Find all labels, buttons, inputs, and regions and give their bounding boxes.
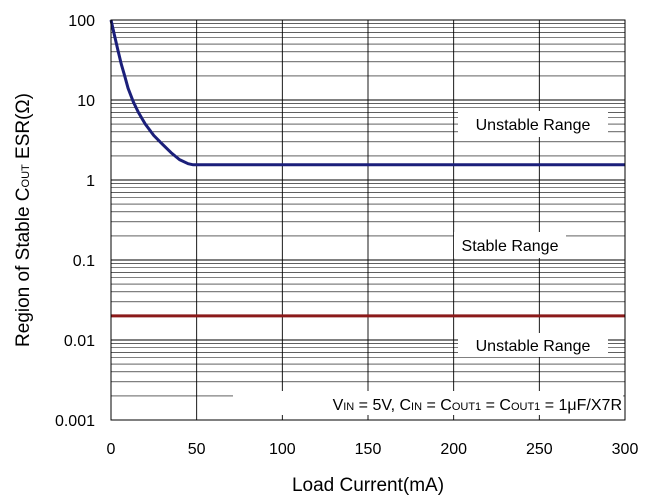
major-gridlines: [110, 19, 626, 421]
y-tick-label: 1: [86, 173, 95, 190]
x-tick-label: 50: [188, 441, 206, 458]
annotation-unstable-upper: Unstable Range: [476, 117, 591, 134]
y-tick-labels: 0.001 0.01 0.1 1 10 100: [55, 13, 95, 430]
y-tick-label: 0.001: [55, 413, 95, 430]
annotation-unstable-lower: Unstable Range: [476, 338, 591, 355]
condition-text: = C: [422, 397, 452, 414]
annotation-upper-background: [458, 111, 608, 137]
y-tick-label: 0.01: [64, 333, 95, 350]
annotation-lower-background: [458, 333, 608, 357]
x-tick-labels: 0 50 100 150 200 250 300: [107, 441, 639, 458]
y-tick-label: 100: [68, 13, 95, 30]
condition-subscript: OUT1: [452, 401, 481, 413]
condition-text: = 5V, C: [354, 397, 411, 414]
y-tick-label: 10: [77, 93, 95, 110]
x-tick-label: 300: [612, 441, 639, 458]
x-tick-label: 150: [355, 441, 382, 458]
condition-text: = C: [481, 397, 511, 414]
series-layer: [109, 19, 625, 318]
condition-subscript: OUT1: [511, 401, 540, 413]
annotation-middle-background: [454, 232, 566, 258]
condition-subscript: IN: [411, 401, 422, 413]
condition-subscript: IN: [343, 401, 354, 413]
y-axis-label-subscript: OUT: [20, 164, 32, 188]
annotation-test-conditions: VIN = 5V, CIN = COUT1 = COUT1 = 1μF/X7R: [333, 397, 622, 414]
condition-text: V: [333, 397, 344, 414]
x-tick-label: 250: [526, 441, 553, 458]
annotation-conditions-background: [233, 391, 623, 415]
annotation-stable: Stable Range: [462, 238, 559, 255]
x-axis-label: Load Current(mA): [292, 475, 444, 496]
x-tick-label: 200: [440, 441, 467, 458]
y-axis-label-prefix: Region of Stable C: [13, 187, 34, 347]
x-tick-label: 100: [269, 441, 296, 458]
plot-frame: [110, 19, 626, 421]
y-axis-label: Region of Stable COUT ESR(Ω): [13, 93, 34, 347]
condition-text: = 1μF/X7R: [540, 397, 622, 414]
y-tick-label: 0.1: [73, 253, 95, 270]
y-axis-label-suffix: ESR(Ω): [13, 93, 34, 164]
series-line: [109, 19, 625, 167]
x-tick-label: 0: [107, 441, 116, 458]
